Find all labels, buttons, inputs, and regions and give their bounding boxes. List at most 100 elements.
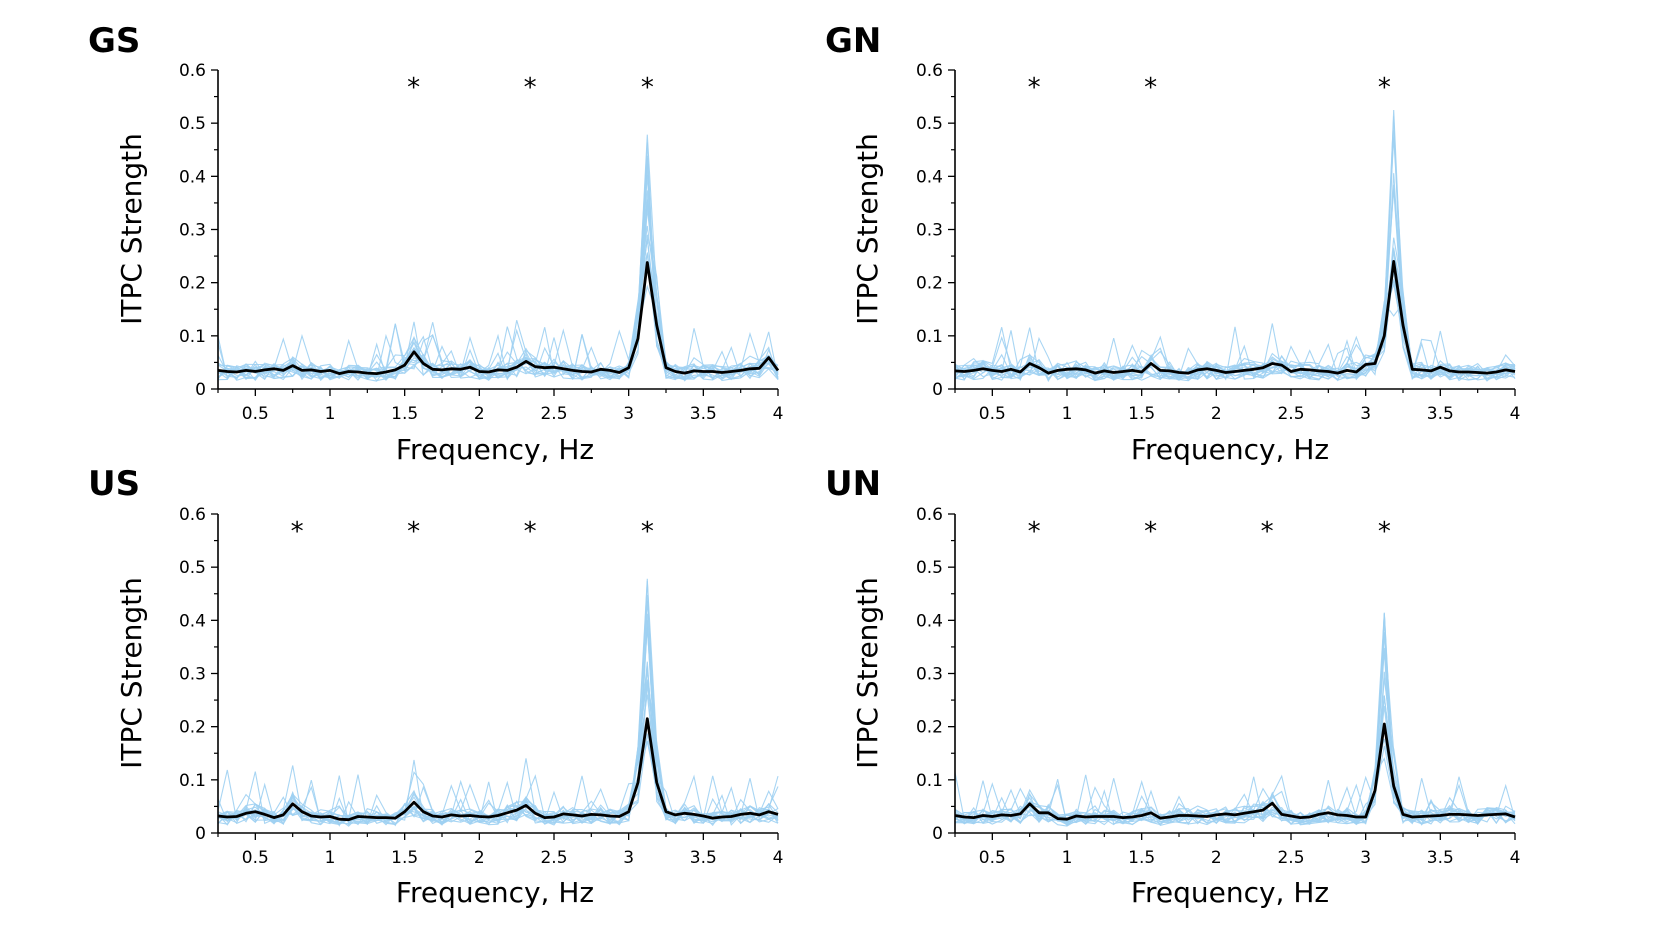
significance-star: * — [291, 517, 304, 547]
y-tick-label: 0.1 — [916, 327, 943, 347]
panel-gs: GS 0 0.1 0.2 0.3 0.4 0.5 0.6 0.5 1 1.5 2 2.5 3 3.5 4 *… — [88, 21, 783, 466]
significance-star: * — [1261, 517, 1274, 547]
x-tick-label: 2.5 — [540, 848, 567, 868]
panel-gn: GN 0 0.1 0.2 0.3 0.4 0.5 0.6 0.5 1 1.5 2 2.5 3 3.5 4 *… — [825, 21, 1520, 466]
significance-markers: * * * — [407, 73, 654, 103]
x-tick-label: 1 — [325, 404, 336, 424]
x-tick-label: 0.5 — [979, 404, 1006, 424]
x-tick-label: 3.5 — [690, 404, 717, 424]
significance-star: * — [1028, 517, 1041, 547]
panel-letter: UN — [825, 464, 881, 504]
y-axis-title: ITPC Strength — [115, 577, 148, 769]
x-tick-label: 2 — [1211, 848, 1222, 868]
x-tick-label: 1.5 — [391, 404, 418, 424]
x-tick-label: 1 — [1062, 404, 1073, 424]
y-tick-label: 0.2 — [916, 718, 943, 738]
x-tick-label: 2 — [474, 848, 485, 868]
y-tick-label: 0.2 — [916, 274, 943, 294]
panel-letter: GS — [88, 21, 140, 61]
y-tick-label: 0.3 — [179, 665, 206, 685]
individual-trace — [217, 238, 779, 380]
y-tick-label: 0.5 — [179, 114, 206, 134]
x-tick-label: 4 — [1510, 404, 1521, 424]
y-tick-label: 0.1 — [179, 327, 206, 347]
panel-letter: GN — [825, 21, 881, 61]
y-tick-label: 0 — [195, 824, 206, 844]
individual-trace — [217, 600, 779, 827]
significance-star: * — [1028, 73, 1041, 103]
x-tick-label: 2.5 — [1277, 848, 1304, 868]
x-tick-label: 1 — [325, 848, 336, 868]
y-axis-title: ITPC Strength — [851, 577, 884, 769]
x-tick-label: 3 — [1360, 404, 1371, 424]
individual-trace — [217, 578, 779, 826]
x-tick-label: 4 — [1510, 848, 1521, 868]
individual-trace — [954, 173, 1516, 382]
individual-trace — [217, 134, 779, 382]
individual-trace — [217, 142, 779, 381]
y-tick-label: 0.4 — [916, 167, 943, 187]
y-tick-label: 0.2 — [179, 718, 206, 738]
individual-trace — [217, 626, 779, 827]
axes: 0 0.1 0.2 0.3 0.4 0.5 0.6 0.5 1 1.5 2 2.5 3 3.5 4 — [916, 61, 1520, 424]
individual-trace — [954, 613, 1516, 826]
y-tick-label: 0 — [932, 824, 943, 844]
significance-star: * — [1378, 73, 1391, 103]
x-tick-label: 4 — [773, 848, 784, 868]
x-axis-title: Frequency, Hz — [1131, 433, 1329, 466]
y-tick-label: 0.5 — [916, 114, 943, 134]
y-axis-title: ITPC Strength — [851, 133, 884, 325]
individual-trace — [217, 613, 779, 825]
significance-markers: * * * * — [1028, 517, 1391, 547]
mean-trace-group — [954, 722, 1516, 821]
x-tick-label: 3 — [623, 404, 634, 424]
mean-trace-group — [217, 261, 780, 375]
y-tick-label: 0.3 — [179, 221, 206, 241]
y-tick-label: 0.4 — [179, 611, 206, 631]
individual-traces — [954, 109, 1516, 383]
significance-star: * — [407, 73, 420, 103]
x-tick-label: 3 — [1360, 848, 1371, 868]
axes: 0 0.1 0.2 0.3 0.4 0.5 0.6 0.5 1 1.5 2 2.5 3 3.5 4 — [916, 505, 1520, 868]
x-tick-label: 2.5 — [1277, 404, 1304, 424]
mean-trace-group — [217, 717, 779, 822]
y-tick-label: 0.6 — [916, 61, 943, 81]
individual-trace — [954, 620, 1516, 826]
y-tick-label: 0.6 — [179, 505, 206, 525]
y-tick-label: 0.1 — [179, 771, 206, 791]
individual-trace — [954, 188, 1516, 381]
individual-trace — [954, 633, 1516, 826]
individual-trace — [954, 184, 1516, 381]
x-tick-label: 0.5 — [242, 848, 269, 868]
individual-trace — [217, 620, 779, 826]
x-axis-title: Frequency, Hz — [396, 433, 594, 466]
x-tick-label: 1.5 — [391, 848, 418, 868]
y-tick-label: 0.5 — [916, 558, 943, 578]
mean-trace — [217, 261, 780, 375]
individual-trace — [217, 666, 779, 826]
x-tick-label: 2 — [474, 404, 485, 424]
individual-trace — [954, 109, 1516, 381]
individual-trace — [954, 613, 1516, 825]
x-tick-label: 2.5 — [540, 404, 567, 424]
individual-trace — [217, 155, 779, 382]
y-tick-label: 0.4 — [179, 167, 206, 187]
significance-star: * — [641, 73, 654, 103]
x-tick-label: 2 — [1211, 404, 1222, 424]
panel-letter: US — [88, 464, 140, 504]
significance-star: * — [524, 73, 537, 103]
y-axis-title: ITPC Strength — [115, 133, 148, 325]
y-tick-label: 0.6 — [179, 61, 206, 81]
x-tick-label: 1.5 — [1128, 848, 1155, 868]
individual-trace — [954, 647, 1516, 827]
x-tick-label: 0.5 — [242, 404, 269, 424]
individual-trace — [217, 681, 779, 825]
significance-star: * — [1378, 517, 1391, 547]
y-tick-label: 0.4 — [916, 611, 943, 631]
y-tick-label: 0.6 — [916, 505, 943, 525]
individual-trace — [217, 661, 779, 825]
y-tick-label: 0 — [932, 380, 943, 400]
individual-trace — [954, 137, 1516, 381]
individual-trace — [954, 612, 1516, 825]
